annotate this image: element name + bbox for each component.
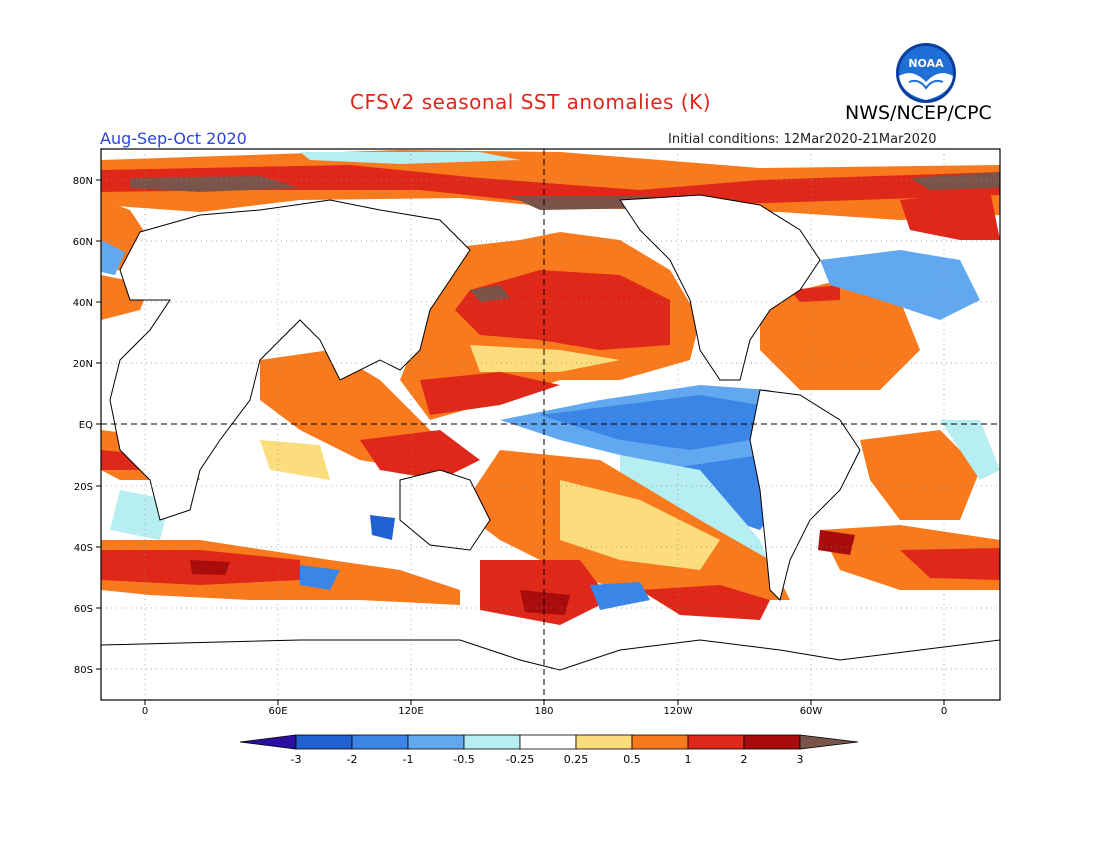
coastlines	[101, 194, 1000, 671]
reference-lines	[101, 149, 1000, 700]
lat-label: 20N	[73, 359, 93, 370]
lon-label: 60W	[800, 706, 823, 717]
lat-label: 20S	[74, 482, 93, 493]
longitude-labels: 0 60E 120E 180 120W 60W 0	[142, 706, 947, 717]
colorbar-segment	[575, 734, 633, 750]
colorbar-segment	[407, 734, 465, 750]
colorbar-tick-label: 2	[741, 753, 748, 766]
colorbar-tick-label: 0.25	[564, 753, 589, 766]
lat-label: 60N	[73, 237, 93, 248]
colorbar-segment	[463, 734, 521, 750]
colorbar	[239, 734, 859, 750]
lon-label: 0	[941, 706, 947, 717]
lat-label: 60S	[74, 604, 93, 615]
colorbar-tick-label: 0.5	[623, 753, 641, 766]
colorbar-segment	[687, 734, 745, 750]
latitude-labels: 80N 60N 40N 20N EQ 20S 40S 60S 80S	[73, 176, 93, 676]
colorbar-segment	[631, 734, 689, 750]
colorbar-tick-label: -1	[403, 753, 414, 766]
colorbar-tick-label: 3	[797, 753, 804, 766]
noaa-logo-text: NOAA	[908, 57, 944, 70]
agency-label: NWS/NCEP/CPC	[845, 102, 992, 124]
colorbar-tick-label: -0.25	[506, 753, 534, 766]
lon-label: 60E	[268, 706, 287, 717]
colorbar-segment	[239, 734, 297, 750]
noaa-logo: NOAA	[896, 43, 956, 103]
colorbar-tick-label: 1	[685, 753, 692, 766]
lat-label: 40S	[74, 543, 93, 554]
lat-label: 80S	[74, 665, 93, 676]
colorbar-segment	[519, 734, 577, 750]
colorbar-tick-label: -3	[291, 753, 302, 766]
lon-label: 120E	[398, 706, 423, 717]
anomaly-field	[101, 149, 1000, 700]
lat-label: 40N	[73, 298, 93, 309]
map-title: CFSv2 seasonal SST anomalies (K)	[350, 90, 711, 114]
lon-label: 180	[534, 706, 553, 717]
season-label: Aug-Sep-Oct 2020	[100, 129, 247, 148]
colorbar-segment	[351, 734, 409, 750]
colorbar-tick-label: -2	[347, 753, 358, 766]
colorbar-segment	[799, 734, 859, 750]
lat-label: EQ	[79, 420, 93, 431]
lon-label: 120W	[664, 706, 693, 717]
initial-conditions-label: Initial conditions: 12Mar2020-21Mar2020	[668, 132, 937, 147]
colorbar-segment	[295, 734, 353, 750]
colorbar-labels: -3 -2 -1 -0.5 -0.25 0.25 0.5 1 2 3	[291, 753, 804, 766]
colorbar-segment	[743, 734, 801, 750]
lon-label: 0	[142, 706, 148, 717]
lat-label: 80N	[73, 176, 93, 187]
colorbar-tick-label: -0.5	[453, 753, 474, 766]
